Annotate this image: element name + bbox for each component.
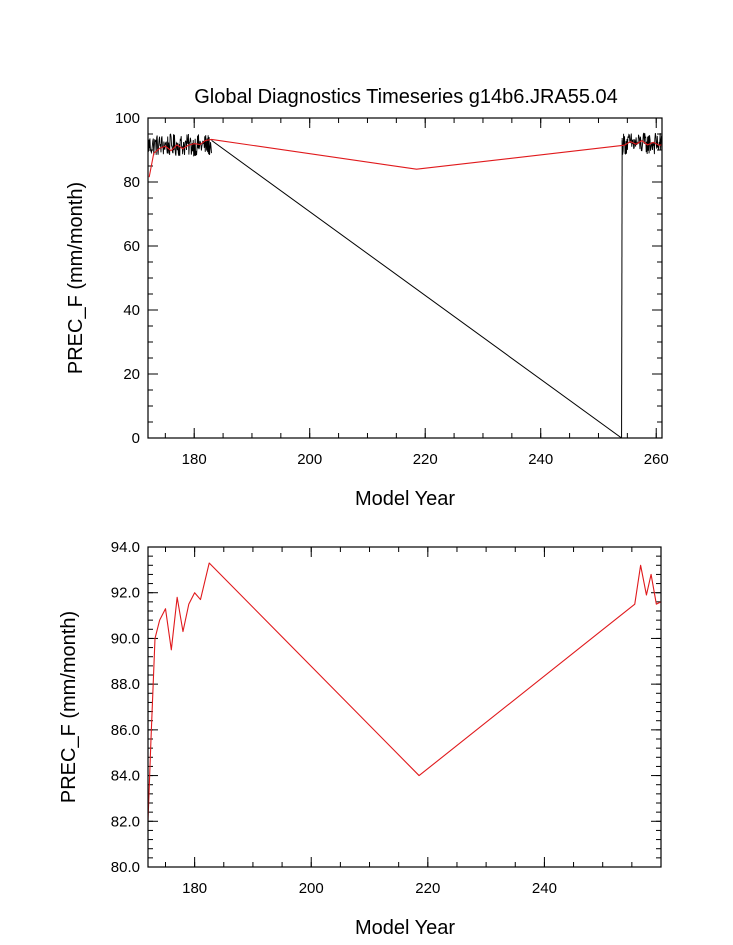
y-tick-label: 40 [123,302,140,319]
x-tick-label: 200 [297,451,322,468]
series-monthly-connector [621,140,623,438]
x-tick-label: 240 [532,880,557,897]
x-tick-label: 180 [182,880,207,897]
chart-title: Global Diagnostics Timeseries g14b6.JRA5… [194,86,618,108]
y-tick-label: 88.0 [111,676,140,693]
series-clip-group [148,562,661,822]
series-annual [148,138,662,178]
y-tick-label: 92.0 [111,585,140,602]
series-annual [148,562,661,822]
bottom-y-axis-label: PREC_F (mm/month) [58,611,80,803]
series-clip-group [148,132,662,438]
y-tick-label: 20 [123,366,140,383]
y-tick-label: 84.0 [111,768,140,785]
top-plot-frame [147,117,663,439]
x-tick-label: 260 [644,451,669,468]
series-monthly-noise-line [148,133,212,157]
y-tick-label: 82.0 [111,813,140,830]
bottom-tick-labels: 180 200 220 240 80.0 82.0 84.0 86.0 88.0 90.0 92.0… [111,539,557,897]
bottom-major-ticks [148,546,661,868]
x-tick-label: 220 [415,880,440,897]
bottom-x-axis-label: Model Year [355,917,455,939]
y-tick-label: 90.0 [111,630,140,647]
top-chart-panel: Global Diagnostics Timeseries g14b6.JRA5… [65,86,669,510]
x-tick-label: 180 [182,451,207,468]
series-monthly-connector [211,139,622,438]
top-minor-ticks [148,117,662,439]
top-major-ticks [148,117,662,439]
top-tick-labels: 180 200 220 240 260 0 20 40 60 80 100 [115,110,669,468]
top-y-axis-label: PREC_F (mm/month) [65,182,87,374]
top-x-axis-label: Model Year [355,488,455,510]
series-annual-line [148,138,662,178]
series-annual-line [148,562,661,822]
bottom-plot-frame [147,546,662,868]
y-tick-label: 86.0 [111,722,140,739]
bottom-chart-panel: 180 200 220 240 80.0 82.0 84.0 86.0 88.0 90.0 92.0… [58,539,662,939]
x-tick-label: 200 [299,880,324,897]
y-tick-label: 100 [115,110,140,127]
y-tick-label: 0 [132,430,140,447]
top-series-layer [148,132,662,438]
series-monthly-noise-line [621,132,662,155]
x-tick-label: 240 [528,451,553,468]
y-tick-label: 94.0 [111,539,140,556]
y-tick-label: 60 [123,238,140,255]
series-monthly [148,132,662,438]
y-tick-label: 80 [123,174,140,191]
bottom-minor-ticks [148,546,662,868]
y-tick-label: 80.0 [111,859,140,876]
bottom-series-layer [148,562,661,822]
x-tick-label: 220 [413,451,438,468]
